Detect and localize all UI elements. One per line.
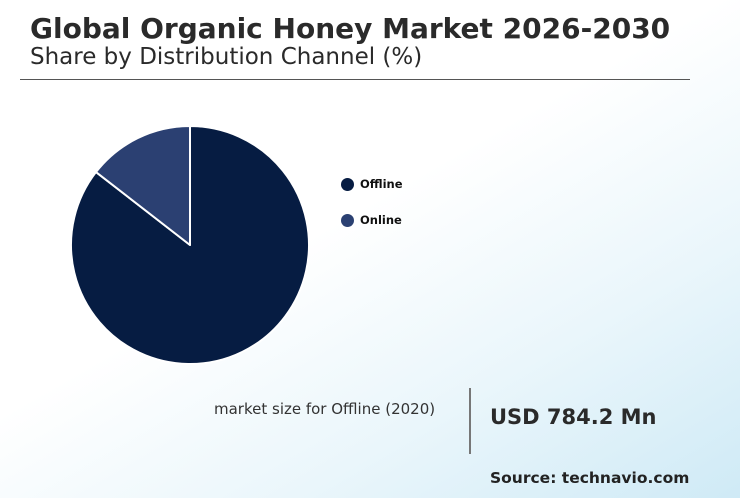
- chart-title: Global Organic Honey Market 2026-2030: [30, 12, 671, 45]
- legend-label-offline: Offline: [360, 177, 403, 191]
- source-credit: Source: technavio.com: [490, 469, 690, 487]
- title-divider: [20, 79, 690, 80]
- market-size-value: USD 784.2 Mn: [490, 405, 657, 429]
- legend-item-online: Online: [341, 211, 403, 229]
- chart-subtitle: Share by Distribution Channel (%): [30, 44, 423, 70]
- legend-item-offline: Offline: [341, 175, 403, 193]
- pie-chart: [70, 125, 310, 365]
- legend-swatch-online: [341, 213, 354, 227]
- legend-swatch-offline: [341, 177, 354, 191]
- chart-legend: Offline Online: [341, 175, 403, 247]
- market-size-label: market size for Offline (2020): [214, 400, 436, 418]
- pie-slice-online: [94, 125, 191, 246]
- stat-divider: [469, 388, 471, 454]
- legend-label-online: Online: [360, 213, 402, 227]
